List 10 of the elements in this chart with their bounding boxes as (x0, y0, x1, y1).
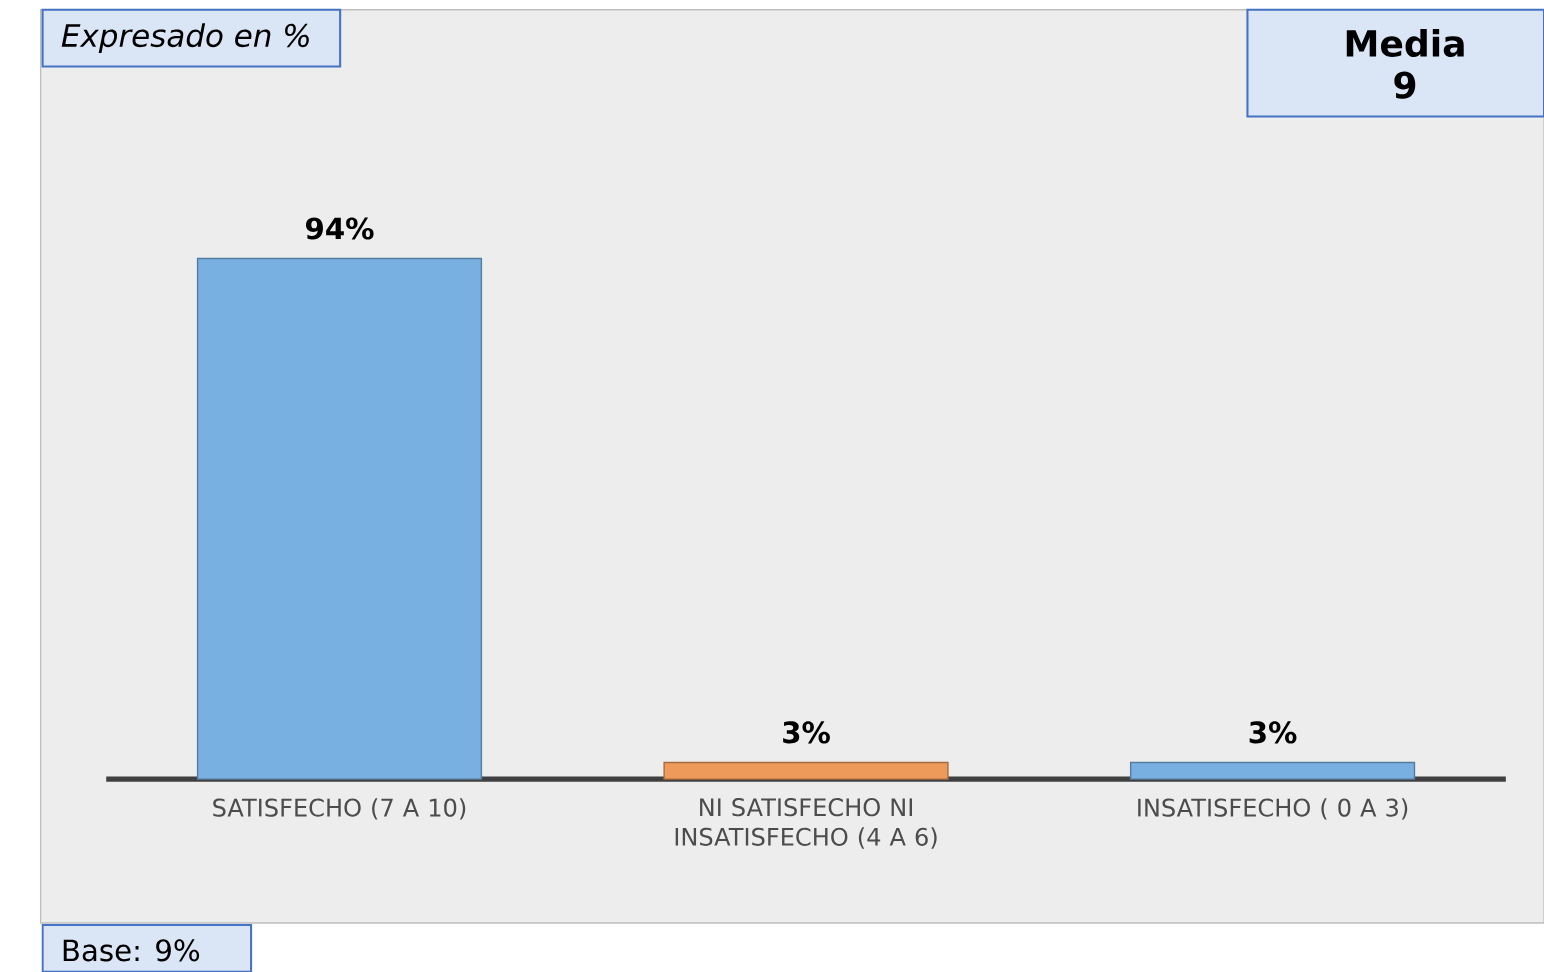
text: Expresado en % (61, 23, 309, 54)
data-label: 94% (306, 217, 374, 240)
text: Media (1346, 29, 1464, 58)
x-tick-label: NI SATISFECHO NI INSATISFECHO (4 A 6) (675, 798, 937, 849)
text: 9 (1394, 71, 1416, 99)
data-label: 3% (1249, 721, 1297, 744)
x-tick-label: INSATISFECHO ( 0 A 3) (1138, 798, 1408, 820)
data-label: 3% (783, 721, 830, 744)
x-tick-label: SATISFECHO (7 A 10) (213, 798, 466, 820)
text: Base: 9% (63, 939, 200, 962)
